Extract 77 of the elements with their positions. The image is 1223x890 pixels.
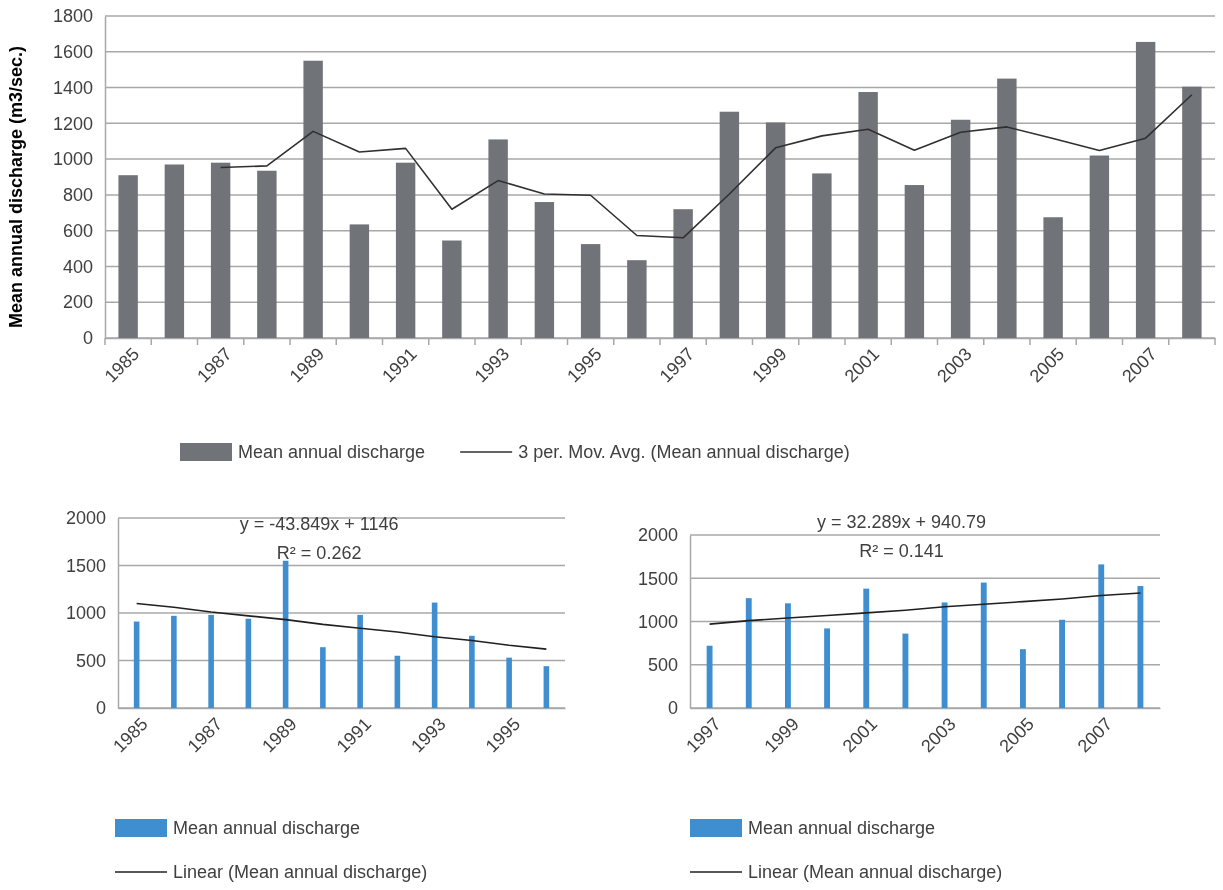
y-tick-label: 200 [62,292,93,313]
y-tick-label: 1000 [637,611,678,632]
y-axis-title: Mean annual discharge (m3/sec.) [6,45,26,329]
bar [349,224,370,338]
bar [745,598,752,708]
y-tick-label: 1400 [52,77,93,98]
legend-label: Linear (Mean annual discharge) [173,862,428,882]
y-tick-label: 400 [62,256,93,277]
bar [719,111,740,338]
y-tick-label: 2000 [637,525,678,546]
bar [442,240,462,338]
line-series [219,93,1193,239]
legend-label: Mean annual discharge [173,818,361,838]
bar [171,615,177,708]
bar [904,185,925,338]
bar [950,119,971,338]
bar [506,657,512,708]
legend-label: Linear (Mean annual discharge) [748,862,1003,882]
legend-label: 3 per. Mov. Avg. (Mean annual discharge) [518,442,850,462]
bar [980,582,987,708]
bar [469,635,475,708]
bar [1059,619,1066,708]
y-tick-label: 1500 [65,555,106,576]
bar [208,614,214,708]
bar [303,60,323,338]
bar [858,92,878,338]
bar [488,139,508,338]
y-tick-label: 800 [62,185,93,206]
y-tick-label: 1500 [637,568,678,589]
y-tick-label: 500 [647,655,678,676]
bar [164,164,185,338]
line-series [708,592,1142,625]
y-tick-label: 1000 [52,149,93,170]
line-series [135,602,548,650]
bar [627,260,647,338]
bar [395,162,416,338]
annotation: y = -43.849x + 1146 [239,514,399,534]
annotation: R² = 0.262 [276,543,362,563]
bar [902,633,909,708]
bar [1182,86,1202,338]
legend-label: Mean annual discharge [238,442,426,462]
y-tick-label: 0 [95,698,106,719]
bar [1043,217,1063,338]
bar [580,244,601,338]
bar [257,170,277,338]
bar [824,628,831,708]
bar [1089,155,1110,338]
y-tick-label: 0 [667,698,678,719]
bar [320,647,326,708]
bar [1135,41,1156,338]
bar [1098,564,1105,708]
y-tick-label: 2000 [65,508,106,529]
bar [765,122,786,338]
bar [534,202,555,338]
bar [941,602,948,708]
y-tick-label: 0 [82,328,93,349]
legend-label: Mean annual discharge [748,818,936,838]
bar [543,666,550,708]
bar [210,162,231,338]
bar [706,645,713,708]
bar [357,614,363,708]
bar [1137,586,1144,708]
bar [118,175,138,338]
annotation: R² = 0.141 [859,541,944,561]
y-tick-label: 500 [75,650,106,671]
y-tick-label: 600 [62,220,93,241]
bar [997,78,1017,338]
bar [673,209,693,338]
bar [812,173,832,338]
bar [1019,649,1026,708]
y-tick-label: 1600 [52,42,93,63]
bar [863,588,870,708]
bar [784,603,791,708]
y-tick-label: 1000 [65,603,106,624]
text: y = 32.289x + 940.79 [816,512,987,532]
y-tick-label: 1800 [52,6,93,27]
y-tick-label: 1200 [52,113,93,134]
